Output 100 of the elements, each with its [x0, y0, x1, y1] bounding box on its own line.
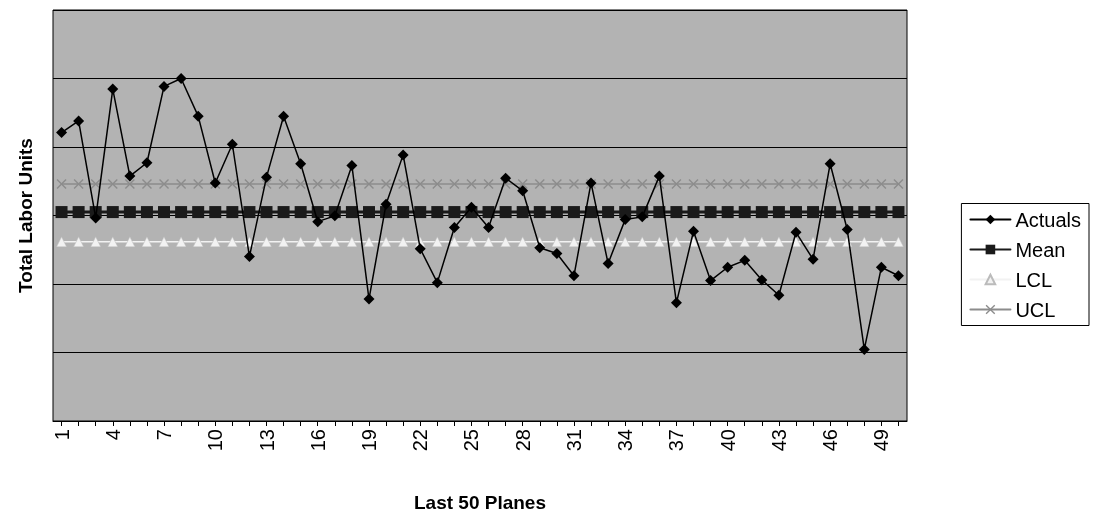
- point: [381, 178, 392, 189]
- x-tick-label: 19: [357, 429, 380, 452]
- x-tick-label: 13: [255, 429, 278, 452]
- point: [551, 248, 563, 260]
- point: [670, 206, 683, 219]
- point: [892, 270, 904, 282]
- point: [363, 236, 375, 248]
- point: [345, 206, 358, 219]
- point: [790, 178, 801, 189]
- point: [261, 236, 272, 248]
- point: [123, 206, 136, 219]
- point: [90, 178, 101, 189]
- x-tick-label: 49: [870, 429, 893, 452]
- point: [244, 178, 255, 189]
- point: [432, 178, 443, 189]
- point: [363, 178, 374, 189]
- point: [893, 178, 904, 189]
- point: [56, 127, 68, 139]
- point: [465, 201, 477, 213]
- point: [824, 158, 836, 170]
- point: [227, 178, 238, 189]
- point: [688, 178, 699, 189]
- point: [772, 206, 785, 219]
- point: [619, 214, 631, 226]
- point: [859, 178, 870, 189]
- point: [550, 206, 563, 219]
- point: [278, 110, 290, 122]
- point: [551, 236, 563, 248]
- point: [499, 206, 512, 219]
- point: [876, 178, 887, 189]
- point: [516, 206, 529, 219]
- point: [807, 206, 820, 219]
- x-tick-label: 34: [614, 429, 637, 452]
- point: [705, 236, 716, 248]
- point: [397, 149, 409, 161]
- x-tick-label: 16: [306, 429, 329, 452]
- point: [842, 178, 853, 189]
- point: [141, 178, 152, 189]
- point: [671, 178, 682, 189]
- point: [517, 236, 528, 248]
- point: [637, 178, 648, 189]
- point: [875, 206, 888, 219]
- point: [261, 171, 272, 183]
- point: [414, 243, 426, 255]
- point: [534, 178, 545, 189]
- point: [346, 236, 358, 248]
- point: [533, 206, 546, 219]
- point: [619, 236, 631, 248]
- point: [841, 224, 853, 236]
- point: [312, 236, 323, 248]
- point: [226, 206, 239, 219]
- point: [876, 236, 887, 248]
- point: [415, 178, 426, 189]
- point: [654, 236, 665, 248]
- point: [500, 236, 511, 248]
- point: [141, 236, 153, 248]
- point: [739, 236, 750, 248]
- point: [892, 206, 905, 219]
- point: [226, 138, 238, 150]
- point: [329, 210, 341, 222]
- point: [295, 158, 307, 170]
- point: [158, 80, 170, 92]
- point: [568, 270, 580, 282]
- point: [72, 206, 85, 219]
- point: [738, 206, 751, 219]
- point: [756, 236, 768, 248]
- legend-label: Actuals: [1015, 208, 1082, 231]
- point: [551, 178, 562, 189]
- point: [705, 275, 717, 287]
- point: [773, 178, 784, 189]
- point: [209, 206, 222, 219]
- point: [687, 206, 700, 219]
- point: [517, 178, 528, 189]
- point: [210, 236, 221, 248]
- x-tick-label: 7: [153, 429, 176, 441]
- point: [773, 289, 785, 301]
- point: [175, 236, 187, 248]
- point: [176, 178, 187, 189]
- point: [294, 206, 307, 219]
- x-tick-label: 46: [819, 429, 842, 452]
- point: [124, 170, 136, 182]
- point: [193, 178, 204, 189]
- point: [671, 236, 682, 248]
- point: [688, 225, 699, 237]
- point: [106, 206, 119, 219]
- point: [517, 185, 529, 197]
- point: [159, 178, 170, 189]
- point: [243, 206, 256, 219]
- point: [432, 236, 443, 248]
- point: [721, 206, 734, 219]
- point: [653, 170, 665, 182]
- x-tick-label: 4: [101, 429, 124, 441]
- point: [670, 297, 682, 309]
- point: [466, 236, 477, 248]
- point: [380, 198, 392, 210]
- point: [585, 236, 597, 248]
- point: [277, 206, 290, 219]
- point: [192, 236, 204, 248]
- point: [295, 236, 306, 248]
- point: [380, 236, 392, 248]
